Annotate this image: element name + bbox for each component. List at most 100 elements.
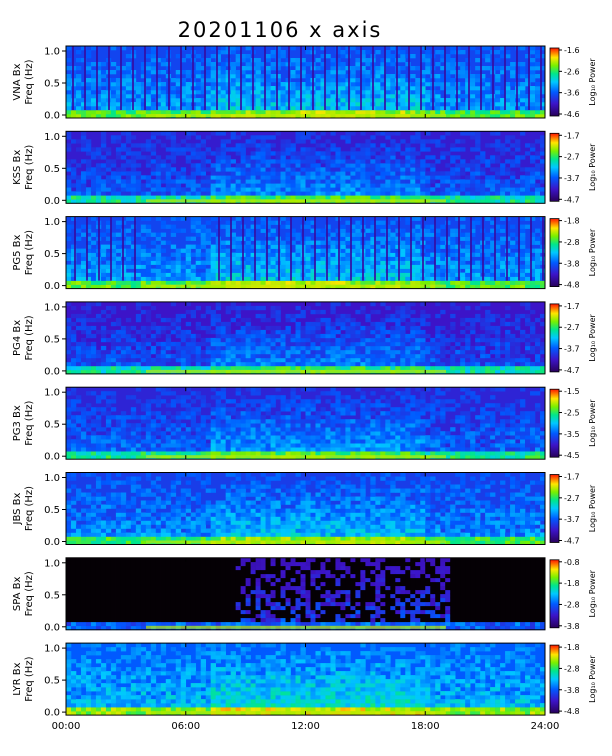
ytick-label: 0.0 [44,452,60,463]
ylabel-unit: Freq (Hz) [24,656,35,701]
colorbar-tick-label: -1.8 [564,643,580,652]
chart-title: 20201106 x axis [177,18,383,42]
colorbar-tick-label: -2.7 [564,494,580,503]
ytick-label: 0.5 [44,420,60,431]
ytick-label: 0.5 [44,334,60,345]
ytick-label: 0.0 [44,281,60,292]
ytick-label: 0.0 [44,366,60,377]
ytick-label: 1.0 [44,217,60,228]
xtick-label: 12:00 [291,721,320,732]
ylabel-unit: Freq (Hz) [24,486,35,531]
colorbar [549,559,560,629]
colorbar-tick-label: -1.7 [564,131,580,140]
colorbar-tick-label: -2.7 [564,153,580,162]
colorbar-tick-label: -4.7 [564,195,580,204]
ylabel-unit: Freq (Hz) [24,230,35,275]
colorbar-tick-label: -3.7 [564,174,580,183]
xtick-label: 06:00 [171,721,200,732]
colorbar-tick-label: -3.8 [564,259,580,268]
colorbar-tick-label: -4.5 [564,451,580,460]
colorbar-label: Log₁₀ Power [588,228,597,276]
panel-pg3: 0.0 0.5 1.0 PG3 Bx Freq (Hz) -1.5 -2.5 -3.5 -4.5… [12,386,597,463]
ytick-label: 1.0 [44,388,60,399]
ytick-label: 0.0 [44,111,60,122]
colorbar-tick-label: -3.7 [564,515,580,524]
ylabel-station: PG5 Bx [12,234,23,270]
colorbar [549,388,560,458]
colorbar-tick-label: -3.7 [564,345,580,354]
ytick-label: 0.5 [44,164,60,175]
panel-pg4: 0.0 0.5 1.0 PG4 Bx Freq (Hz) -1.7 -2.7 -3.7 -4.7… [12,301,597,377]
colorbar-tick-label: -2.7 [564,323,580,332]
ytick-label: 0.0 [44,196,60,207]
ylabel-station: LYR Bx [12,662,23,695]
panel-spa: 0.0 0.5 1.0 SPA Bx Freq (Hz) -0.8 -1.8 -2.8 -3.8… [12,557,597,633]
colorbar-label: Log₁₀ Power [588,484,597,532]
colorbar-tick-label: -2.8 [564,238,580,247]
colorbar-tick-label: -4.7 [564,366,580,375]
ylabel-station: JBS Bx [12,492,23,525]
colorbar-tick-label: -1.6 [564,46,580,55]
colorbar-tick-label: -1.5 [564,387,580,396]
xtick-label: 00:00 [52,721,81,732]
ylabel-unit: Freq (Hz) [24,145,35,190]
ytick-label: 0.5 [44,676,60,687]
ytick-label: 0.0 [44,708,60,719]
ytick-label: 1.0 [44,644,60,655]
colorbar [549,474,560,543]
colorbar-tick-label: -0.8 [564,558,580,567]
ytick-label: 1.0 [44,302,60,313]
colorbar-tick-label: -4.7 [564,537,580,546]
colorbar-label: Log₁₀ Power [588,313,597,361]
colorbar-tick-label: -3.6 [564,89,580,98]
colorbar [549,47,560,117]
colorbar-tick-label: -4.6 [564,110,580,119]
colorbar-label: Log₁₀ Power [588,399,597,447]
ytick-label: 1.0 [44,132,60,143]
ylabel-unit: Freq (Hz) [24,315,35,360]
colorbar-label: Log₁₀ Power [588,569,597,617]
ylabel-unit: Freq (Hz) [24,571,35,616]
colorbar-tick-label: -2.8 [564,600,580,609]
ytick-label: 1.0 [44,47,60,58]
ylabel-station: SPA Bx [12,576,23,611]
panel-pg5: 0.0 0.5 1.0 PG5 Bx Freq (Hz) -1.8 -2.8 -3.8 -4.8… [12,216,597,292]
ylabel-station: PG3 Bx [12,405,23,441]
colorbar [549,303,560,373]
colorbar-tick-label: -2.6 [564,67,580,76]
ytick-label: 1.0 [44,473,60,484]
xtick-label: 24:00 [531,721,560,732]
colorbar-tick-label: -1.8 [564,217,580,226]
xtick-label: 18:00 [411,721,440,732]
panel-kss: 0.0 0.5 1.0 KSS Bx Freq (Hz) -1.7 -2.7 -3.7 -4.7… [12,130,597,207]
colorbar-tick-label: -1.8 [564,579,580,588]
colorbar-tick-label: -3.8 [564,686,580,695]
ylabel-unit: Freq (Hz) [24,59,35,104]
ytick-label: 0.0 [44,622,60,633]
ytick-label: 0.5 [44,249,60,260]
colorbar-label: Log₁₀ Power [588,655,597,703]
colorbar-label: Log₁₀ Power [588,143,597,191]
colorbar-tick-label: -2.5 [564,409,580,418]
panel-vna: 0.0 0.5 1.0 VNA Bx Freq (Hz) -1.6 -2.6 -3.6 -4.6… [12,45,597,122]
colorbar-tick-label: -4.8 [564,707,580,716]
panel-jbs: 0.0 0.5 1.0 JBS Bx Freq (Hz) -1.7 -2.7 -3.7 -4.7… [12,472,597,548]
ylabel-station: PG4 Bx [12,320,23,356]
colorbar [549,132,560,202]
ylabel-unit: Freq (Hz) [24,401,35,446]
colorbar-tick-label: -3.8 [564,622,580,631]
colorbar-tick-label: -2.8 [564,664,580,673]
panel-lyr: 0.0 0.5 1.0 LYR Bx Freq (Hz) -1.8 -2.8 -3.8 -4.8… [12,642,597,719]
ylabel-station: VNA Bx [12,63,23,100]
ytick-label: 0.5 [44,590,60,601]
colorbar-tick-label: -1.7 [564,473,580,482]
colorbar-tick-label: -1.7 [564,302,580,311]
ytick-label: 0.0 [44,537,60,548]
colorbar-tick-label: -3.5 [564,430,580,439]
colorbar [549,218,560,288]
ytick-label: 0.5 [44,505,60,516]
ylabel-station: KSS Bx [12,150,23,185]
colorbar-label: Log₁₀ Power [588,58,597,106]
colorbar-tick-label: -4.8 [564,281,580,290]
